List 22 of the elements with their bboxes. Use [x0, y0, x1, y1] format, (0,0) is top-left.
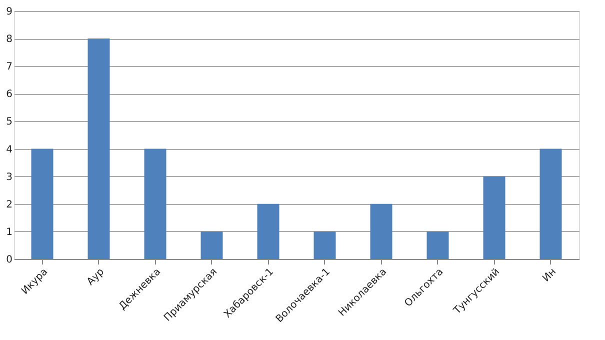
- y-tick-label: 6: [6, 89, 12, 100]
- y-tick-label: 1: [6, 226, 12, 238]
- y-tick-label: 5: [6, 116, 12, 128]
- bar: [200, 231, 223, 259]
- y-tick-label: 2: [6, 199, 12, 210]
- x-tick-label: Аур: [85, 266, 107, 288]
- bar: [540, 148, 562, 259]
- bar: [370, 204, 392, 259]
- bar: [257, 204, 280, 259]
- y-tick-label: 7: [6, 62, 12, 73]
- y-tick-label: 9: [6, 6, 12, 18]
- bar: [144, 148, 166, 259]
- x-tick-label: Ин: [540, 266, 559, 284]
- y-tick-label: 0: [6, 254, 12, 266]
- bar: [483, 176, 506, 259]
- bar: [426, 231, 449, 259]
- bar: [31, 148, 54, 259]
- y-tick-label: 3: [6, 172, 12, 183]
- bar: [314, 231, 336, 259]
- y-tick-label: 8: [6, 34, 12, 46]
- y-tick-label: 4: [6, 144, 12, 156]
- bar: [88, 38, 110, 259]
